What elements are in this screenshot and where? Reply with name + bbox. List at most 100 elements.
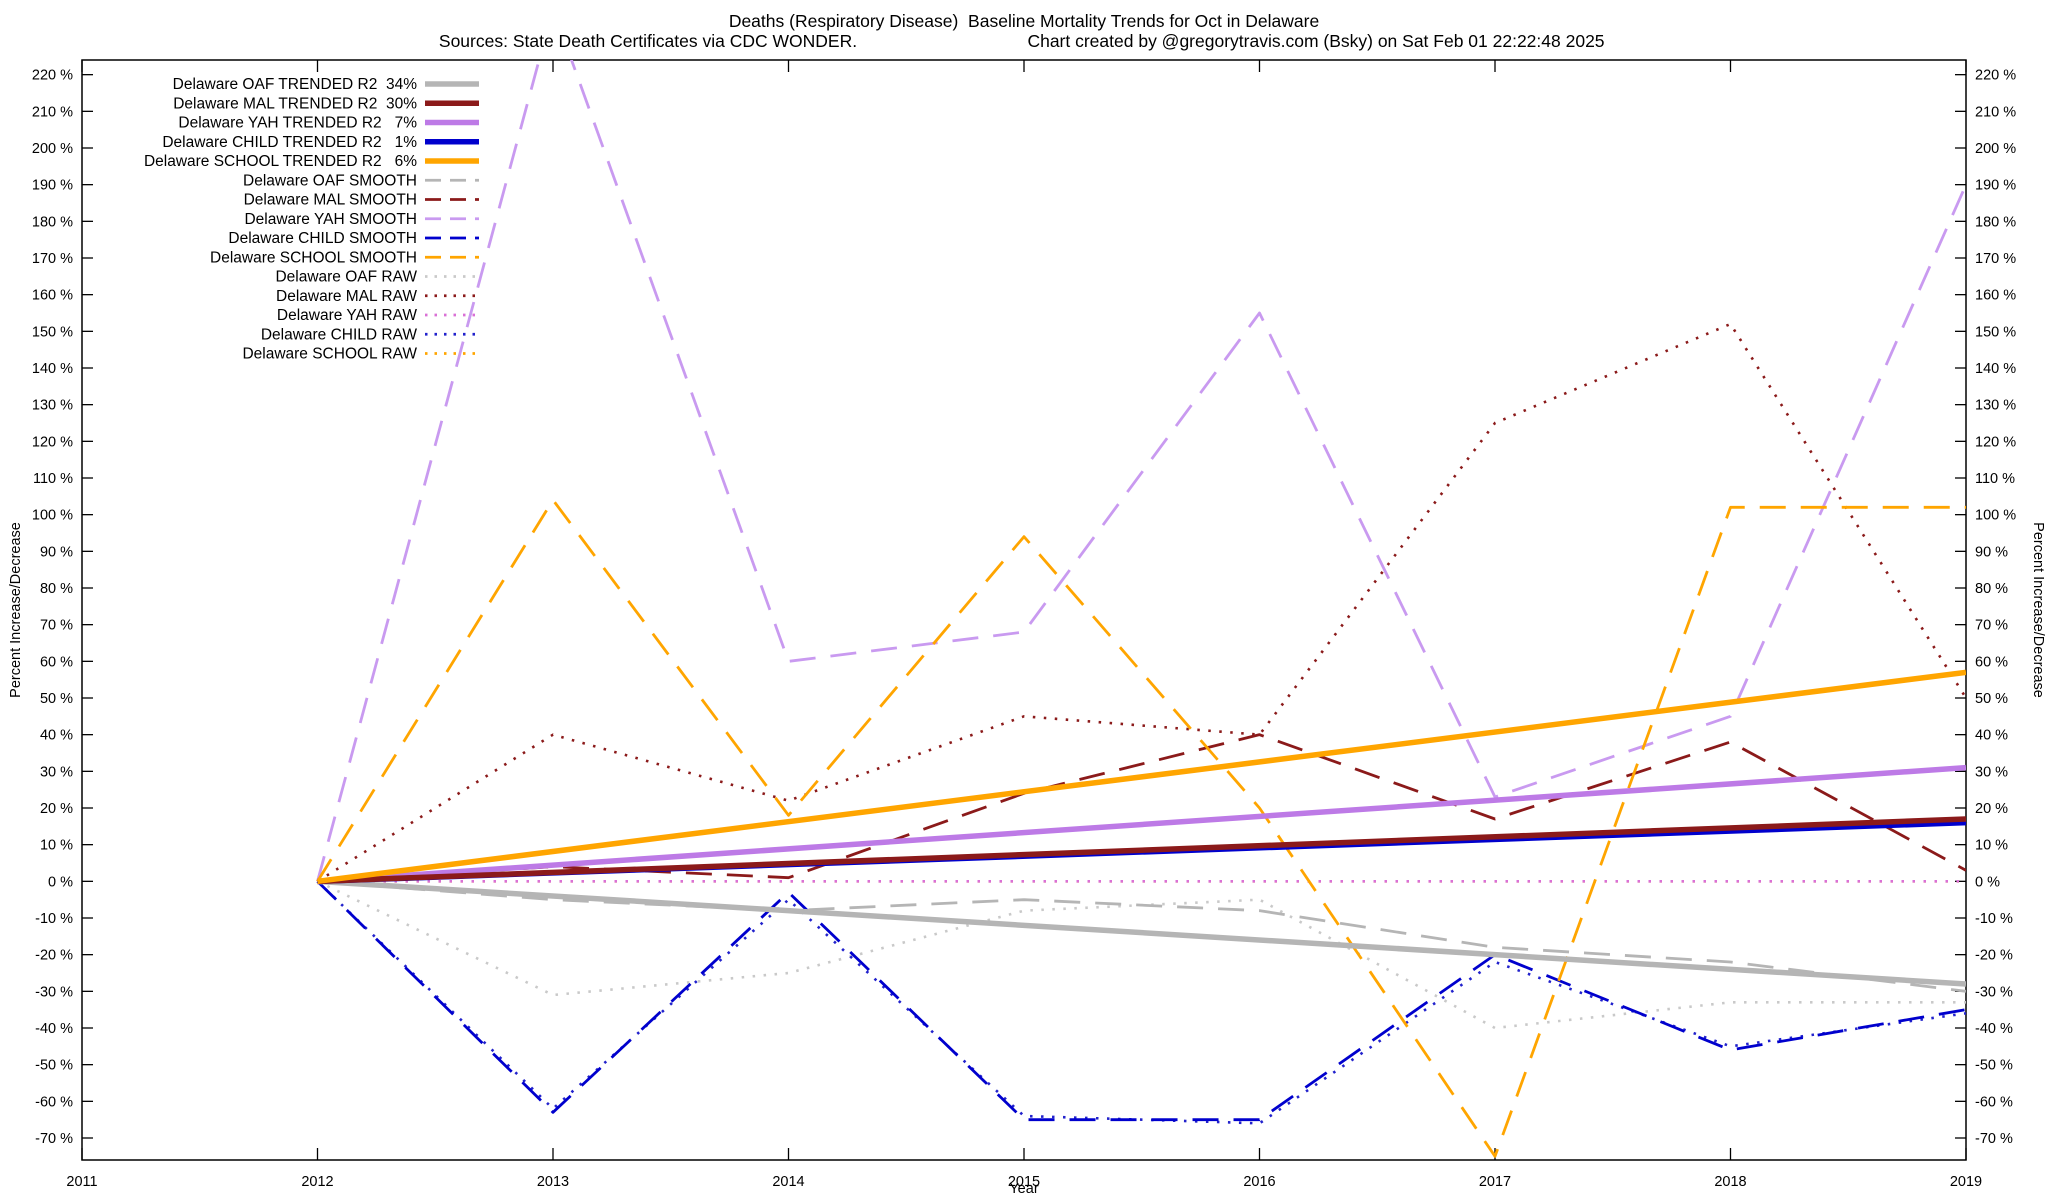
y-tick-label-left: 70 % bbox=[40, 618, 73, 634]
series-line-delaware-school-smooth bbox=[316, 498, 1966, 1158]
x-tick-label: 2016 bbox=[1243, 1174, 1275, 1190]
series-line-delaware-child-raw bbox=[316, 880, 1966, 1125]
y-tick-label-left: -60 % bbox=[35, 1094, 73, 1110]
legend-label-delaware-yah-smooth: Delaware YAH SMOOTH bbox=[244, 211, 417, 228]
series-line-delaware-oaf-smooth bbox=[317, 879, 1966, 993]
legend-label-delaware-child-trended-r2-1: Delaware CHILD TRENDED R2 1% bbox=[162, 134, 417, 151]
y-tick-label-right: 190 % bbox=[1975, 178, 2016, 194]
legend-label-delaware-school-trended-r2-6: Delaware SCHOOL TRENDED R2 6% bbox=[144, 153, 417, 170]
legend-label-delaware-child-raw: Delaware CHILD RAW bbox=[261, 326, 418, 343]
y-tick-label-left: -70 % bbox=[35, 1131, 73, 1147]
y-tick-label-right: 60 % bbox=[1975, 654, 2008, 670]
y-tick-label-left: -40 % bbox=[35, 1021, 73, 1037]
legend-label-delaware-mal-smooth: Delaware MAL SMOOTH bbox=[244, 192, 417, 209]
y-tick-label-right: 180 % bbox=[1975, 214, 2016, 230]
legend-row-delaware-school-raw: Delaware SCHOOL RAW bbox=[242, 346, 479, 363]
legend-label-delaware-school-smooth: Delaware SCHOOL SMOOTH bbox=[210, 249, 417, 266]
y-tick-label-right: 200 % bbox=[1975, 141, 2016, 157]
y-tick-label-right: 40 % bbox=[1975, 728, 2008, 744]
x-tick-label: 2011 bbox=[66, 1174, 97, 1190]
legend-label-delaware-school-raw: Delaware SCHOOL RAW bbox=[242, 346, 417, 363]
y-tick-label-right: 150 % bbox=[1975, 324, 2016, 340]
x-tick-label: 2015 bbox=[1008, 1174, 1040, 1190]
chart-credit: Chart created by @gregorytravis.com (Bsk… bbox=[1027, 31, 1605, 51]
y-tick-label-left: -10 % bbox=[35, 911, 73, 927]
legend-label-delaware-child-smooth: Delaware CHILD SMOOTH bbox=[228, 230, 417, 247]
y-tick-label-right: 210 % bbox=[1975, 104, 2016, 120]
x-tick-label: 2017 bbox=[1479, 1174, 1511, 1190]
y-tick-label-left: 30 % bbox=[40, 764, 73, 780]
y-tick-label-left: 80 % bbox=[40, 581, 73, 597]
legend-row-delaware-child-raw: Delaware CHILD RAW bbox=[261, 326, 479, 343]
y-tick-label-right: -70 % bbox=[1975, 1131, 2013, 1147]
legend-row-delaware-school-trended-r2-6: Delaware SCHOOL TRENDED R2 6% bbox=[144, 153, 479, 170]
y-tick-label-left: -20 % bbox=[35, 948, 73, 964]
series-line-delaware-child-smooth bbox=[316, 880, 1966, 1122]
y-tick-label-left: 220 % bbox=[32, 68, 73, 84]
legend-row-delaware-school-smooth: Delaware SCHOOL SMOOTH bbox=[210, 249, 479, 266]
x-tick-label: 2012 bbox=[301, 1174, 333, 1190]
y-tick-label-left: 180 % bbox=[32, 214, 73, 230]
y-tick-label-right: 50 % bbox=[1975, 691, 2008, 707]
y-tick-label-right: 220 % bbox=[1975, 68, 2016, 84]
y-tick-label-left: 190 % bbox=[32, 178, 73, 194]
legend-label-delaware-oaf-smooth: Delaware OAF SMOOTH bbox=[243, 172, 417, 189]
y-tick-label-right: 100 % bbox=[1975, 508, 2016, 524]
y-tick-label-right: 90 % bbox=[1975, 544, 2008, 560]
series-layer bbox=[316, 60, 1966, 1158]
y-tick-label-right: 130 % bbox=[1975, 398, 2016, 414]
y-axis-label-right: Percent Increase/Decrease bbox=[2030, 522, 2046, 698]
x-axis-label: Year bbox=[1009, 1181, 1038, 1197]
series-line-delaware-yah-smooth bbox=[316, 60, 1966, 882]
series-line-delaware-mal-trended-r2-30 bbox=[317, 816, 1966, 885]
y-tick-label-left: 20 % bbox=[40, 801, 73, 817]
legend-label-delaware-mal-raw: Delaware MAL RAW bbox=[276, 288, 417, 305]
y-tick-label-right: -10 % bbox=[1975, 911, 2013, 927]
y-tick-label-right: 160 % bbox=[1975, 288, 2016, 304]
y-tick-label-left: 0 % bbox=[48, 874, 73, 890]
legend-row-delaware-child-trended-r2-1: Delaware CHILD TRENDED R2 1% bbox=[162, 134, 479, 151]
x-tick-label: 2014 bbox=[772, 1174, 804, 1190]
legend-label-delaware-yah-trended-r2-7: Delaware YAH TRENDED R2 7% bbox=[178, 115, 417, 132]
y-tick-label-left: 110 % bbox=[33, 471, 73, 487]
y-tick-label-left: 170 % bbox=[32, 251, 73, 267]
y-tick-label-right: -40 % bbox=[1975, 1021, 2013, 1037]
legend-row-delaware-yah-trended-r2-7: Delaware YAH TRENDED R2 7% bbox=[178, 115, 479, 132]
y-tick-label-right: -60 % bbox=[1975, 1094, 2013, 1110]
y-tick-label-right: 10 % bbox=[1975, 838, 2008, 854]
series-line-delaware-mal-raw bbox=[316, 322, 1966, 883]
y-tick-label-right: 120 % bbox=[1975, 434, 2016, 450]
chart-source: Sources: State Death Certificates via CD… bbox=[438, 31, 858, 51]
y-tick-label-left: 150 % bbox=[32, 324, 73, 340]
series-line-delaware-mal-smooth bbox=[317, 733, 1966, 883]
legend: Delaware OAF TRENDED R2 34% Delaware MAL … bbox=[144, 76, 479, 363]
y-tick-label-left: 90 % bbox=[40, 544, 73, 560]
y-tick-label-right: -20 % bbox=[1975, 948, 2013, 964]
legend-label-delaware-mal-trended-r2-30: Delaware MAL TRENDED R2 30% bbox=[173, 95, 417, 112]
legend-label-delaware-oaf-raw: Delaware OAF RAW bbox=[275, 269, 417, 286]
y-tick-label-right: 140 % bbox=[1975, 361, 2016, 377]
y-tick-label-left: 50 % bbox=[40, 691, 73, 707]
x-tick-label: 2018 bbox=[1714, 1174, 1746, 1190]
y-tick-label-right: 110 % bbox=[1975, 471, 2015, 487]
series-line-delaware-yah-trended-r2-7 bbox=[317, 764, 1966, 885]
y-axis-label-left: Percent Increase/Decrease bbox=[8, 522, 24, 698]
y-tick-label-left: 100 % bbox=[32, 508, 73, 524]
y-tick-label-right: 30 % bbox=[1975, 764, 2008, 780]
y-tick-label-left: 210 % bbox=[32, 104, 73, 120]
y-tick-label-right: 20 % bbox=[1975, 801, 2008, 817]
y-tick-label-left: 140 % bbox=[32, 361, 73, 377]
x-tick-label: 2019 bbox=[1950, 1174, 1982, 1190]
y-tick-label-left: 120 % bbox=[32, 434, 73, 450]
legend-row-delaware-oaf-raw: Delaware OAF RAW bbox=[275, 269, 479, 286]
y-tick-label-right: -50 % bbox=[1975, 1058, 2013, 1074]
y-tick-label-right: 0 % bbox=[1975, 874, 2000, 890]
x-tick-label: 2013 bbox=[537, 1174, 569, 1190]
y-tick-label-left: 40 % bbox=[40, 728, 73, 744]
legend-row-delaware-yah-smooth: Delaware YAH SMOOTH bbox=[244, 211, 479, 228]
series-line-delaware-oaf-trended-r2-34 bbox=[317, 878, 1966, 987]
chart-title: Deaths (Respiratory Disease) Baseline Mo… bbox=[728, 11, 1320, 31]
y-tick-label-left: 60 % bbox=[40, 654, 73, 670]
